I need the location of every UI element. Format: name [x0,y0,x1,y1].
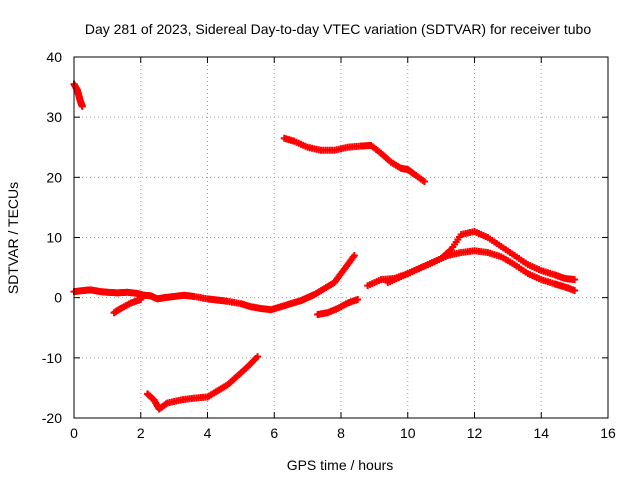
y-tick-label: 0 [54,290,62,306]
series-afternoon-lower [364,247,579,294]
data-point [350,252,358,260]
y-tick-label: 20 [46,169,62,185]
x-tick-label: 12 [467,425,483,441]
series-afternoon-upper [384,227,579,287]
series-early-high [70,80,86,110]
data-point [571,276,579,284]
data-point [420,178,428,186]
x-tick-label: 4 [204,425,212,441]
axis-ticks: 0 2 4 6 8 10 12 14 16 -20 -10 0 10 20 30 40 [42,49,616,441]
plot-frame [73,56,609,419]
x-tick-label: 16 [600,425,616,441]
x-tick-label: 8 [337,425,345,441]
y-tick-label: 10 [46,230,62,246]
data-point [254,353,262,361]
y-tick-label: 40 [46,49,62,65]
x-tick-label: 2 [137,425,145,441]
x-tick-label: 0 [70,425,78,441]
data-point [571,286,579,294]
x-tick-label: 14 [533,425,549,441]
x-tick-label: 10 [400,425,416,441]
y-tick-label: -10 [42,350,62,366]
data-point [78,102,86,110]
series-high-branch [280,134,428,186]
y-tick-label: 30 [46,109,62,125]
y-axis-label: SDTVAR / TECUs [5,182,21,294]
data-point [137,295,145,303]
series-secondary-near-zero [110,295,145,317]
x-tick-label: 6 [270,425,278,441]
series-main-near-zero [70,252,358,314]
x-axis-label: GPS time / hours [287,457,394,473]
series-low-branch [143,353,262,413]
y-tick-label: -20 [42,410,62,426]
data-marks [70,80,579,413]
series-short-rise [314,295,362,319]
data-point [354,295,362,303]
grid-lines [74,57,608,418]
chart-title: Day 281 of 2023, Sidereal Day-to-day VTE… [85,21,592,37]
